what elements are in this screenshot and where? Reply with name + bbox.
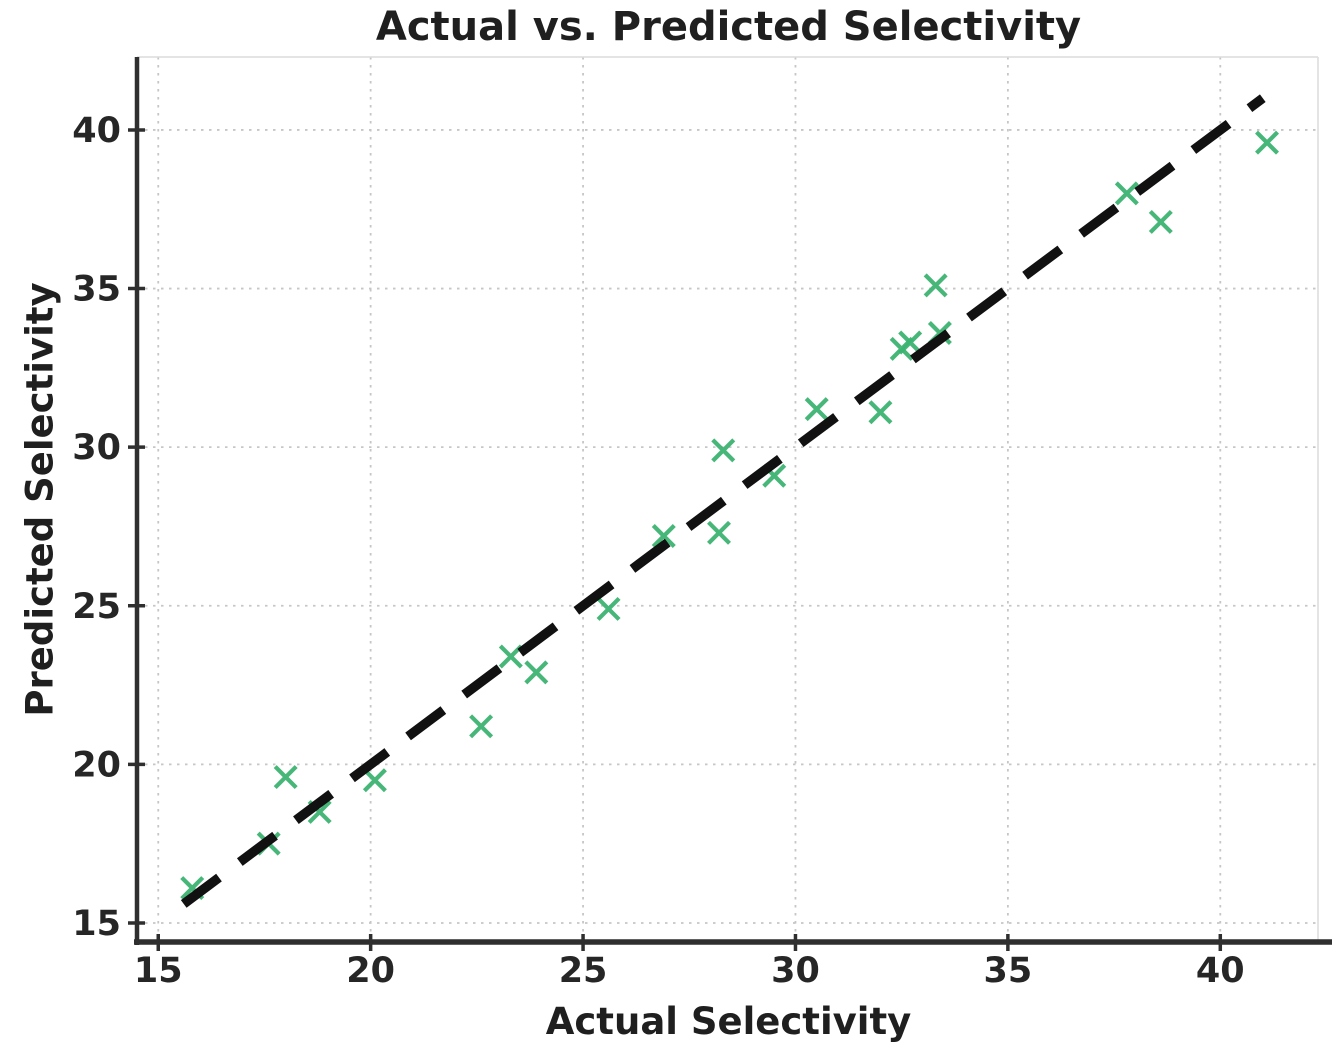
scatter-point-marker <box>898 330 923 355</box>
y-tick-label: 15 <box>72 904 121 944</box>
chart-title: Actual vs. Predicted Selectivity <box>375 4 1082 50</box>
scatter-point-marker <box>868 400 893 425</box>
x-tick-label: 30 <box>771 951 820 991</box>
identity-reference-line <box>180 94 1266 908</box>
x-axis-label: Actual Selectivity <box>545 1000 912 1043</box>
x-tick-label: 40 <box>1196 951 1245 991</box>
y-tick-label: 30 <box>72 428 121 468</box>
scatter-point-marker <box>362 768 387 793</box>
scatter-point-marker <box>596 596 621 621</box>
scatter-point-marker <box>707 520 731 545</box>
scatter-point-marker <box>524 660 549 685</box>
scatter-point-marker <box>498 644 523 669</box>
x-tick-label: 35 <box>984 951 1033 991</box>
y-tick-label: 35 <box>72 270 121 310</box>
scatter-point-marker <box>273 765 298 790</box>
scatter-point-marker <box>711 438 736 463</box>
scatter-point-marker <box>469 714 494 739</box>
y-tick-label: 40 <box>72 111 121 151</box>
y-tick-label: 25 <box>72 587 121 627</box>
scatter-point-marker <box>651 523 676 548</box>
scatter-point-marker <box>804 397 829 422</box>
scatter-point-marker <box>1255 130 1280 155</box>
x-tick-label: 15 <box>134 951 183 991</box>
x-tick-label: 20 <box>346 951 395 991</box>
y-tick-label: 20 <box>72 745 121 785</box>
x-tick-label: 25 <box>559 951 608 991</box>
scatter-point-marker <box>1114 181 1139 206</box>
scatter-point-marker <box>923 273 948 298</box>
scatter-point-marker <box>1148 209 1173 234</box>
